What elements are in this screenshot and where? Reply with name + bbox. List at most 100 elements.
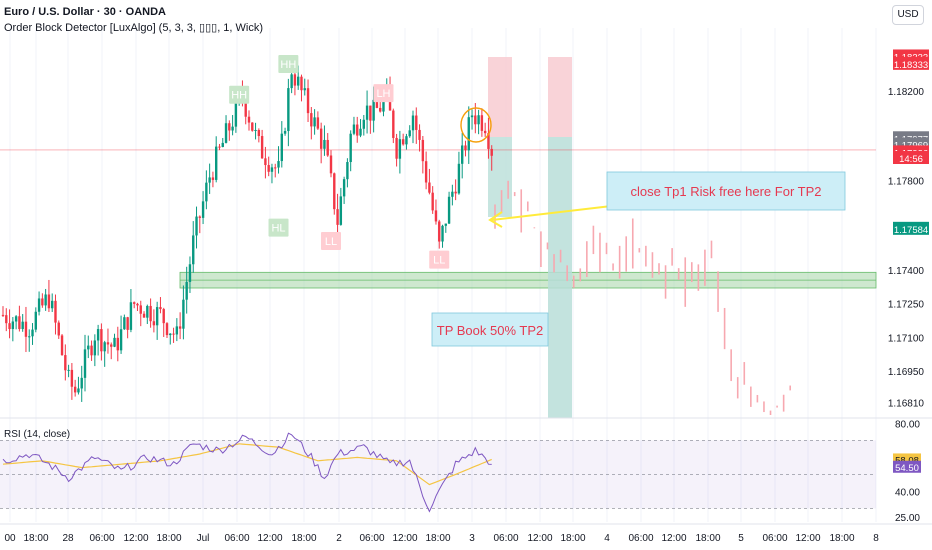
time-tick: 5 [738,533,744,544]
candle-body [198,216,201,218]
candle-body [415,115,418,130]
time-tick: 06:00 [89,533,114,544]
rsi-tick: 80.00 [895,419,920,430]
rsi-tick: 25.00 [895,513,920,524]
swing-label-box [268,218,289,237]
time-tick: 3 [469,533,475,544]
candle-body [464,145,467,151]
candle-body [339,196,343,225]
indicator-title[interactable]: Order Block Detector [LuxAlgo] (5, 3, 3,… [4,22,264,34]
price-label: 1.18333 [894,60,928,71]
candle-body [349,133,352,163]
candle-body [424,161,428,183]
time-tick: 28 [62,533,74,544]
candle-body [372,99,375,121]
candle-body [244,97,247,117]
candle-body [280,133,283,162]
candle-body [395,137,398,159]
swing-label-box [278,54,299,73]
time-tick: 12:00 [392,533,417,544]
candle-body [195,216,198,236]
candle-body [365,105,369,120]
currency-button[interactable]: USD [892,5,924,25]
candle-body [136,303,139,306]
candle-body [28,336,31,338]
candle-body [175,326,179,335]
candle-body [480,115,484,131]
time-tick: 2 [336,533,342,544]
arrow-head [488,211,503,228]
candle-body [83,349,87,378]
candle-body [11,321,15,330]
candle-body [267,165,270,172]
candle-body [126,317,129,330]
candle-body [352,124,356,134]
time-tick: 06:00 [224,533,249,544]
candle-body [382,99,385,112]
candle-body [165,323,169,336]
candle-body [67,369,70,371]
candle-body [487,133,490,149]
candle-body [93,340,97,356]
swing-label: HH [231,90,247,102]
rsi-panel: RSI (14, close) [0,417,932,513]
time-tick: 12:00 [257,533,282,544]
candle-body [34,311,37,330]
candle-body [21,321,24,330]
candle-body [303,88,306,91]
time-tick: 06:00 [762,533,787,544]
candle-body [234,100,238,127]
price-tick: 1.16950 [888,367,925,378]
candle-body [418,129,421,140]
candle-body [290,74,293,89]
rsi-title: RSI (14, close) [4,429,70,440]
candle-body [51,300,54,309]
candle-body [110,344,113,347]
candles-layer [1,59,493,402]
candle-body [405,136,408,145]
time-tick: 12:00 [795,533,820,544]
candle-body [434,210,438,222]
candle-body [149,305,152,322]
callout-2-box [431,312,549,347]
arrow-line [491,204,621,221]
candle-body [215,146,218,180]
candle-body [129,302,133,330]
candle-body [228,123,231,131]
time-tick: 06:00 [628,533,653,544]
time-tick: 18:00 [156,533,181,544]
price-label: 14:56 [899,154,923,165]
candle-body [146,305,149,318]
price-tick: 1.16810 [888,398,925,409]
candle-body [133,302,136,304]
candle-body [411,115,415,131]
candle-body [41,298,44,306]
candle-body [192,235,195,265]
risk-box-2 [548,57,572,137]
candle-body [277,161,280,168]
candle-body [231,126,234,131]
time-tick: Jul [197,533,210,544]
symbol-title[interactable]: Euro / U.S. Dollar · 30 · OANDA [4,6,166,18]
candle-body [274,167,277,169]
swing-label-box [229,85,250,104]
candle-body [461,145,464,164]
candle-body [310,113,313,127]
candle-body [31,329,34,337]
candle-body [221,142,224,147]
candle-body [247,116,251,123]
candle-body [336,209,339,225]
candle-body [113,337,116,347]
swing-label: LH [376,88,390,100]
candle-body [264,158,267,166]
rsi-line [2,432,492,513]
rsi-label: 54.50 [895,463,919,474]
time-tick: 12:00 [661,533,686,544]
price-label-box [893,151,929,164]
candle-body [47,294,51,309]
price-label-box [893,221,929,235]
candle-body [313,117,316,127]
candle-body [205,182,208,202]
candle-body [178,326,182,329]
